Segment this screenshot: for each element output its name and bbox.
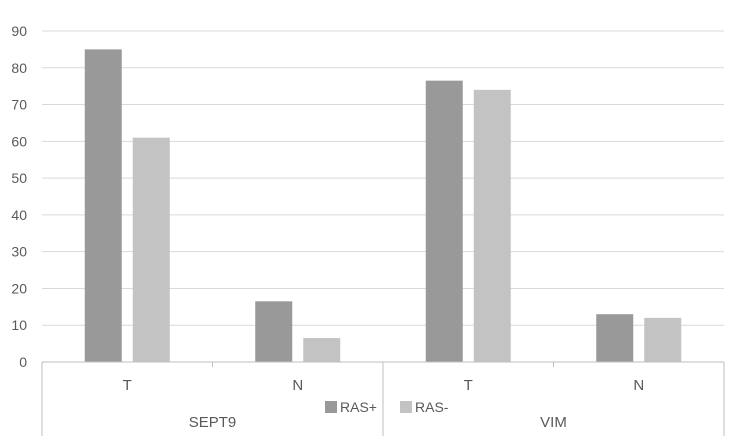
x-category-label: N: [633, 377, 644, 394]
y-tick-label: 50: [11, 170, 27, 186]
bar-ras: [255, 301, 293, 362]
x-category-label: T: [464, 377, 473, 394]
x-category-label: T: [123, 377, 132, 394]
y-tick-label: 0: [19, 354, 27, 370]
legend-swatch: [400, 401, 412, 413]
x-category-label: N: [292, 377, 303, 394]
legend-swatch: [325, 401, 337, 413]
y-tick-label: 60: [11, 133, 27, 149]
bar-ras: [84, 49, 122, 363]
legend-label: RAS+: [340, 399, 377, 415]
bars: [84, 49, 682, 363]
x-group-label: SEPT9: [189, 414, 237, 431]
y-tick-label: 30: [11, 244, 27, 260]
y-tick-label: 40: [11, 207, 27, 223]
y-tick-label: 20: [11, 280, 27, 296]
bar-ras: [596, 314, 634, 362]
x-group-label: VIM: [540, 414, 567, 431]
y-tick-label: 10: [11, 317, 27, 333]
y-tick-label: 70: [11, 97, 27, 113]
axes: [41, 361, 725, 436]
y-tick-label: 80: [11, 60, 27, 76]
axis-labels: 0 10 20 30 40 50 60 70 80 90 T N T N SEPT9 VIM: [11, 23, 644, 431]
bar-ras: [644, 317, 682, 362]
y-tick-label: 90: [11, 23, 27, 39]
legend: RAS+ RAS-: [325, 399, 449, 415]
bar-ras: [303, 338, 341, 362]
bar-ras: [473, 89, 511, 362]
legend-label: RAS-: [415, 399, 449, 415]
bar-ras: [425, 80, 463, 363]
bar-ras: [132, 137, 170, 362]
